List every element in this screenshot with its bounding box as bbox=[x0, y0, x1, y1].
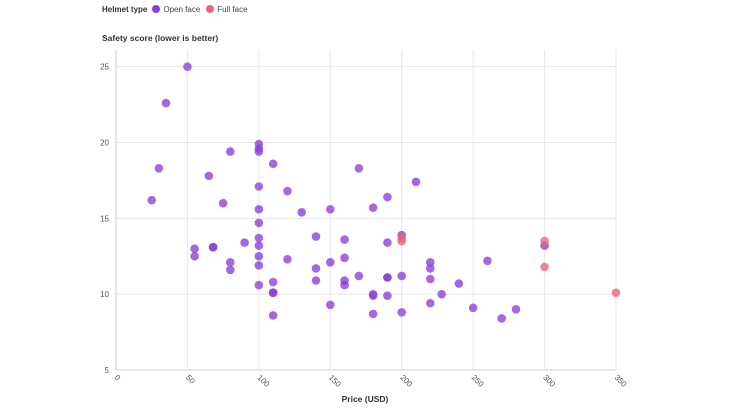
legend-label-full-face: Full face bbox=[217, 4, 248, 14]
point-open-face[interactable] bbox=[254, 147, 264, 156]
legend-label-open-face: Open face bbox=[163, 4, 201, 14]
legend-swatch-open-face bbox=[152, 5, 161, 13]
point-full-face[interactable] bbox=[397, 236, 407, 246]
point-open-face[interactable] bbox=[311, 264, 321, 273]
point-open-face[interactable] bbox=[383, 238, 392, 247]
point-open-face[interactable] bbox=[397, 308, 407, 317]
point-open-face[interactable] bbox=[411, 177, 421, 187]
point-open-face[interactable] bbox=[483, 256, 492, 266]
point-open-face[interactable] bbox=[225, 147, 235, 156]
point-open-face[interactable] bbox=[311, 276, 321, 285]
point-open-face[interactable] bbox=[340, 280, 349, 290]
point-open-face[interactable] bbox=[511, 305, 521, 314]
point-full-face[interactable] bbox=[540, 262, 549, 272]
point-open-face[interactable] bbox=[325, 204, 335, 214]
point-open-face[interactable] bbox=[425, 264, 435, 273]
legend-item-full-face[interactable]: Full face bbox=[206, 4, 248, 14]
point-open-face[interactable] bbox=[425, 274, 435, 284]
grid-lines bbox=[115, 50, 617, 371]
point-open-face[interactable] bbox=[254, 218, 264, 228]
x-tick-label: 100 bbox=[255, 373, 271, 389]
x-tick-label: 250 bbox=[470, 373, 486, 389]
point-open-face[interactable] bbox=[425, 298, 435, 308]
point-open-face[interactable] bbox=[254, 241, 264, 250]
point-open-face[interactable] bbox=[208, 242, 218, 252]
point-open-face[interactable] bbox=[468, 303, 478, 313]
y-axis-title: Safety score (lower is better) bbox=[102, 33, 219, 43]
axes: 0 50 100 150 200 250 300 350 5 10 15 20 25 bbox=[100, 50, 629, 389]
point-open-face[interactable] bbox=[454, 279, 464, 288]
point-open-face[interactable] bbox=[254, 182, 264, 191]
y-tick-label: 5 bbox=[105, 366, 110, 375]
y-tick-label: 15 bbox=[100, 214, 109, 223]
x-tick-label: 150 bbox=[327, 373, 343, 389]
point-open-face[interactable] bbox=[325, 300, 335, 310]
point-open-face[interactable] bbox=[204, 171, 214, 181]
legend-title: Helmet type bbox=[102, 4, 148, 14]
point-open-face[interactable] bbox=[268, 277, 278, 287]
point-open-face[interactable] bbox=[325, 258, 335, 267]
x-axis-title: Price (USD) bbox=[341, 394, 389, 404]
point-full-face[interactable] bbox=[540, 236, 549, 246]
point-open-face[interactable] bbox=[497, 314, 507, 323]
point-open-face[interactable] bbox=[254, 251, 264, 261]
point-open-face[interactable] bbox=[225, 265, 235, 275]
point-open-face[interactable] bbox=[225, 258, 235, 267]
point-open-face[interactable] bbox=[268, 288, 278, 297]
point-open-face[interactable] bbox=[254, 233, 264, 243]
point-open-face[interactable] bbox=[254, 280, 264, 290]
point-open-face[interactable] bbox=[383, 291, 392, 300]
point-open-face[interactable] bbox=[368, 203, 378, 213]
y-tick-label: 20 bbox=[100, 139, 109, 148]
point-open-face[interactable] bbox=[437, 289, 447, 299]
point-open-face[interactable] bbox=[340, 235, 349, 244]
point-open-face[interactable] bbox=[283, 186, 292, 196]
point-open-face[interactable] bbox=[254, 261, 264, 270]
point-open-face[interactable] bbox=[397, 271, 407, 281]
chart-legend: Helmet type Open face Full face bbox=[102, 3, 254, 15]
point-open-face[interactable] bbox=[354, 271, 364, 281]
point-open-face[interactable] bbox=[183, 62, 192, 71]
point-open-face[interactable] bbox=[154, 163, 164, 173]
x-tick-label: 350 bbox=[613, 373, 629, 389]
point-open-face[interactable] bbox=[240, 238, 249, 247]
x-tick-label: 200 bbox=[398, 373, 414, 389]
point-open-face[interactable] bbox=[340, 253, 349, 263]
point-open-face[interactable] bbox=[147, 195, 157, 205]
point-open-face[interactable] bbox=[268, 159, 278, 169]
point-open-face[interactable] bbox=[254, 204, 264, 214]
point-open-face[interactable] bbox=[368, 291, 378, 300]
point-open-face[interactable] bbox=[383, 192, 392, 202]
point-open-face[interactable] bbox=[311, 232, 321, 241]
point-open-face[interactable] bbox=[190, 251, 199, 261]
legend-swatch-full-face bbox=[206, 5, 215, 13]
data-points bbox=[147, 62, 621, 323]
point-full-face[interactable] bbox=[611, 288, 621, 297]
y-tick-label: 10 bbox=[100, 290, 109, 299]
x-tick-label: 50 bbox=[184, 373, 197, 386]
point-open-face[interactable] bbox=[218, 198, 228, 208]
legend-item-open-face[interactable]: Open face bbox=[152, 5, 200, 14]
point-open-face[interactable] bbox=[354, 163, 364, 173]
point-open-face[interactable] bbox=[383, 273, 392, 282]
point-open-face[interactable] bbox=[268, 311, 278, 320]
point-open-face[interactable] bbox=[283, 254, 292, 264]
x-tick-label: 0 bbox=[113, 373, 123, 383]
x-tick-label: 300 bbox=[541, 373, 557, 389]
point-open-face[interactable] bbox=[190, 244, 199, 253]
point-open-face[interactable] bbox=[368, 309, 378, 319]
point-open-face[interactable] bbox=[425, 258, 435, 267]
point-open-face[interactable] bbox=[297, 207, 307, 217]
y-tick-label: 25 bbox=[100, 63, 109, 72]
point-open-face[interactable] bbox=[161, 98, 171, 108]
